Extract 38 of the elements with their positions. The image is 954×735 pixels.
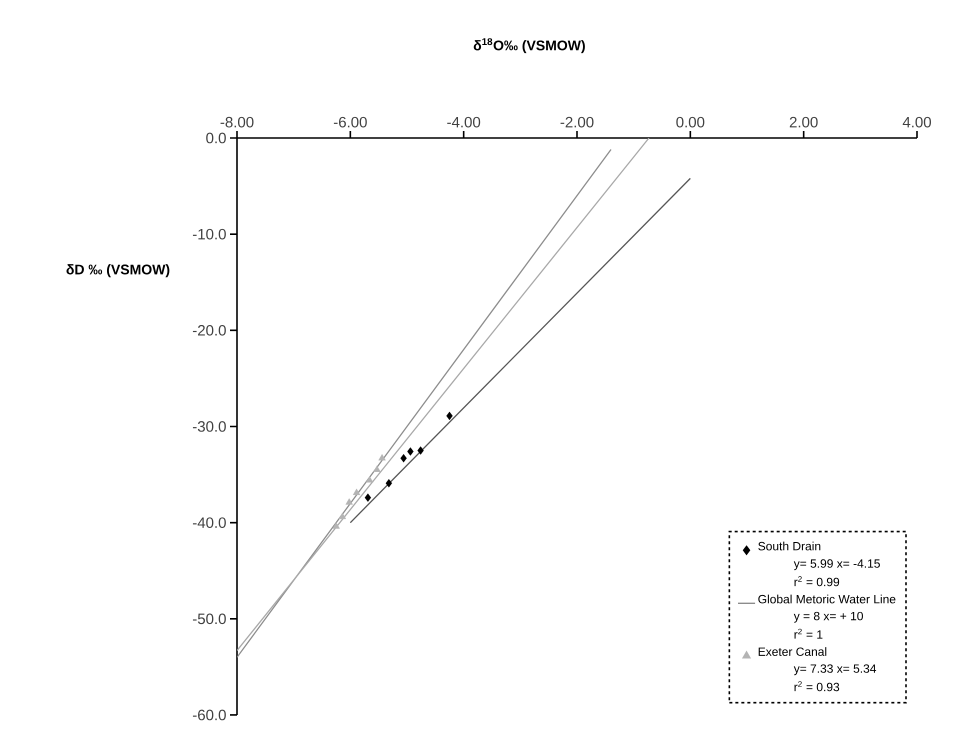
- x-tick-label: -2.00: [560, 116, 594, 128]
- x-tick-label: -6.00: [334, 116, 367, 128]
- x-tick-label: 0.00: [676, 116, 704, 128]
- point: [373, 466, 381, 472]
- point: [378, 454, 386, 460]
- legend-label: Global Metoric Water Line: [758, 594, 896, 604]
- y-tick-label: -20.0: [192, 325, 226, 336]
- y-tick-label: -60.0: [192, 710, 226, 720]
- legend-label: South Drain: [758, 542, 820, 550]
- point: [407, 447, 414, 456]
- y-tick-label: -40.0: [192, 517, 226, 528]
- annotation: y= 7.33 x= 5.34: [794, 664, 876, 676]
- x-tick-label: -8.00: [220, 116, 254, 128]
- x-tick-label: 2.00: [790, 116, 818, 128]
- point: [366, 476, 374, 483]
- annotation: r$^{2}$ = 1: [794, 628, 822, 639]
- annotation: r$^{2}$ = 0.93: [794, 681, 840, 692]
- x-tick-label: 4.00: [902, 116, 931, 128]
- annotation: y = 8 x= + 10: [794, 612, 863, 623]
- point: [352, 488, 360, 496]
- y-axis-title: δD ‰ (VSMOW): [66, 264, 170, 278]
- y-tick-label: -30.0: [192, 421, 226, 432]
- point: [346, 498, 353, 505]
- point: [364, 493, 372, 502]
- point: [417, 446, 424, 455]
- point: [338, 512, 346, 520]
- point: [446, 412, 453, 420]
- y-tick-label: 0.0: [206, 132, 226, 144]
- point: [332, 522, 340, 529]
- legend-label: Exeter Canal: [758, 647, 826, 656]
- x-tick-label: -4.00: [447, 116, 480, 128]
- annotation: r$^{2}$ = 0.99: [794, 576, 840, 586]
- point: [386, 479, 392, 488]
- y-tick-label: -10.0: [192, 228, 226, 240]
- x-axis-title: δ$^{18}$O‰ (VSMOW): [474, 38, 585, 54]
- point: [400, 454, 407, 462]
- annotation: y= 5.99 x= -4.15: [794, 559, 880, 570]
- y-tick-label: -50.0: [192, 614, 226, 624]
